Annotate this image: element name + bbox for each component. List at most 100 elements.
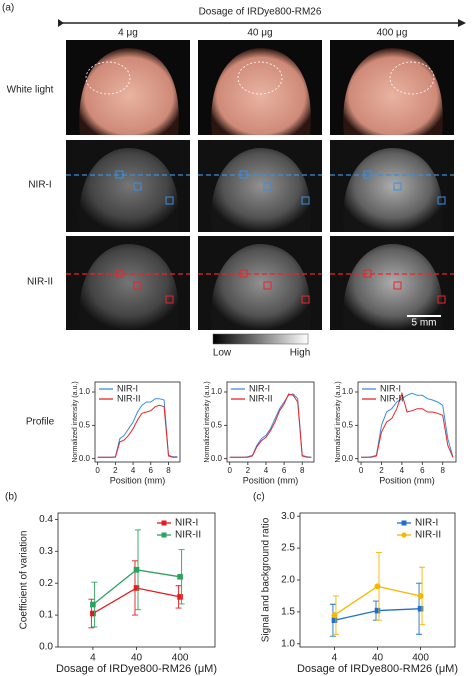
plot-frame [357,381,457,463]
roi [115,269,124,278]
y-axis-label: Normalized intensity (a.u.) [204,381,211,462]
y-tick-label: 1.0 [211,387,223,396]
y-axis-label: Normalized intensity (a.u.) [72,381,79,462]
marker [177,574,183,580]
tumor-outline [85,61,131,95]
marker [374,583,381,590]
roi [437,196,446,205]
legend-label: NIR-II [117,393,141,403]
panel-label: (b) [5,492,17,503]
row-label: White light [7,85,54,96]
x-tick-label: 6 [149,466,154,475]
marker [90,601,96,608]
y-tick-label: 1.0 [342,387,354,396]
roi [393,182,402,191]
legend-label: NIR-I [415,518,438,529]
y-tick-label: 0.1 [39,610,53,621]
y-tick-label: 0.5 [211,420,223,429]
marker [177,594,183,600]
tumor-outline [237,61,283,95]
brain [343,48,443,135]
y-tick-label: 3.0 [281,511,295,522]
roi [133,182,142,191]
x-tick-label: 6 [420,466,425,475]
y-tick-label: 1.0 [79,387,91,396]
legend-marker [401,520,407,526]
roi [263,281,272,290]
colorbar [212,333,309,345]
profile-curve [229,393,312,458]
colorbar-label: High [290,348,311,359]
marker [133,566,140,573]
profile-curve [97,398,178,458]
brain [211,244,311,330]
plot-frame [94,381,181,463]
marker [133,585,140,591]
brain [79,148,179,232]
legend-marker [161,520,167,526]
x-tick-label: 400 [172,653,189,664]
roi [301,196,310,205]
legend-label: NIR-II [380,393,404,403]
y-axis-label: Signal and background ratio [261,517,272,642]
tumor-outline [389,61,435,95]
marker [417,605,424,612]
roi [165,295,174,304]
legend-marker [161,532,167,538]
x-axis-label: Position (mm) [243,475,299,485]
x-tick-label: 8 [166,466,171,475]
panel-label: (a) [2,3,14,14]
x-tick-label: 4 [332,653,338,664]
y-tick-label: 0.5 [79,420,91,429]
x-tick-label: 0 [95,466,100,475]
panel-label: (c) [253,492,265,503]
roi [165,196,174,205]
brain [343,244,443,330]
y-axis-label: Coefficient of variation [19,531,30,630]
legend-label: NIR-I [380,383,401,393]
image-grid [66,40,454,330]
roi [363,269,372,278]
plot-frame [226,381,315,463]
legend-marker [401,532,407,538]
roi [133,281,142,290]
brain [211,148,311,232]
x-tick-label: 40 [131,653,143,664]
roi [115,170,124,179]
roi [437,295,446,304]
roi [393,281,402,290]
x-tick-label: 400 [412,653,429,664]
y-tick-label: 0.0 [211,454,223,463]
legend-label: NIR-II [175,530,201,541]
x-tick-label: 6 [282,466,287,475]
column-label: 400 μg [377,28,408,39]
x-tick-label: 4 [264,466,269,475]
header: Dosage of IRDye800-RM26 [199,7,322,18]
brain [79,48,179,135]
x-tick-label: 2 [113,466,118,475]
y-axis-label: Normalized intensity (a.u.) [335,381,342,462]
x-tick-label: 2 [246,466,251,475]
y-tick-label: 2.5 [281,543,295,554]
column-label: 4 μg [118,28,138,39]
x-tick-label: 2 [379,466,384,475]
y-tick-label: 0.5 [342,420,354,429]
roi [263,182,272,191]
brain [211,48,311,135]
marker [417,592,424,599]
roi [239,170,248,179]
profile-curve [361,392,454,458]
marker [90,610,96,617]
x-tick-label: 8 [441,466,446,475]
y-tick-label: 1.5 [281,607,295,618]
y-tick-label: 1.0 [281,638,295,649]
x-axis-label: Position (mm) [379,475,435,485]
row-label: Profile [26,417,55,428]
brain [343,148,443,232]
y-tick-label: 0.3 [39,546,53,557]
marker [331,612,338,619]
colorbar-label: Low [213,348,232,359]
scale-label: 5 mm [412,318,437,329]
profile-curve [361,391,454,458]
